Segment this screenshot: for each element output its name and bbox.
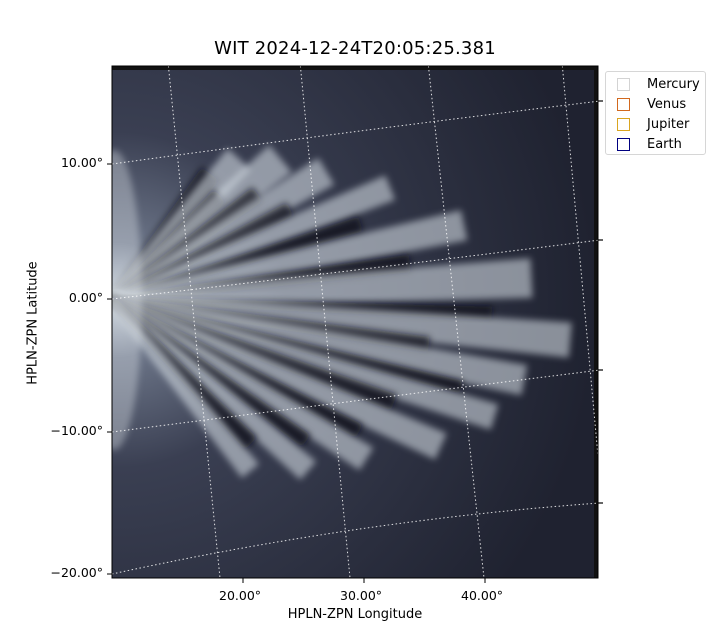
bright-streamer [112,175,396,306]
x-tick-label: 40.00° [461,588,504,603]
bright-streamer [112,294,447,460]
streamer-rays [112,145,572,480]
bright-streamer [112,292,572,358]
axes-frame [111,65,599,579]
y-axis-label: HPLN-ZPN Latitude [25,261,41,385]
legend-item: Mercury [617,74,700,94]
legend-swatch [617,97,630,111]
legend-item: Earth [617,134,682,154]
x-tick-label: 20.00° [219,588,262,603]
plot-title: WIT 2024-12-24T20:05:25.381 [214,38,496,59]
legend-item: Venus [617,94,686,114]
y-tick-marks [107,163,112,575]
right-tick-marks [598,100,603,504]
bright-streamer [112,210,468,307]
x-tick-label: 30.00° [340,588,383,603]
y-tick-label: 0.00° [68,290,103,305]
legend-item: Jupiter [617,114,689,134]
legend-swatch [617,117,630,131]
x-axis-label: HPLN-ZPN Longitude [287,607,423,622]
bright-streamer [112,293,528,396]
legend-label: Mercury [647,76,700,92]
lat-line-neg10 [112,369,598,433]
bright-streamer [112,294,374,471]
lat-line-10 [112,100,598,165]
inner-corona [112,150,142,450]
image-right-edge [594,66,598,578]
bright-streamer [112,294,499,430]
bright-streamer [112,295,317,480]
legend-label: Jupiter [647,116,690,132]
x-tick-marks [242,578,486,583]
coordinate-grid [112,66,598,578]
y-tick-label: −10.00° [50,423,103,438]
y-tick-label: 10.00° [60,155,103,170]
legend-swatch [617,137,630,151]
image-top-edge [112,66,598,70]
bright-streamer [112,258,533,309]
lon-line-15 [167,66,221,578]
y-tick-label: −20.00° [50,565,103,580]
legend-swatch [617,77,630,91]
legend-label: Earth [647,136,682,152]
bright-streamer [112,296,259,478]
legend-label: Venus [647,96,687,112]
legend: Mercury Venus Jupiter Earth [605,71,706,155]
lon-line-25 [299,66,351,578]
lon-line-35 [427,66,485,578]
lat-line-0 [112,239,598,300]
